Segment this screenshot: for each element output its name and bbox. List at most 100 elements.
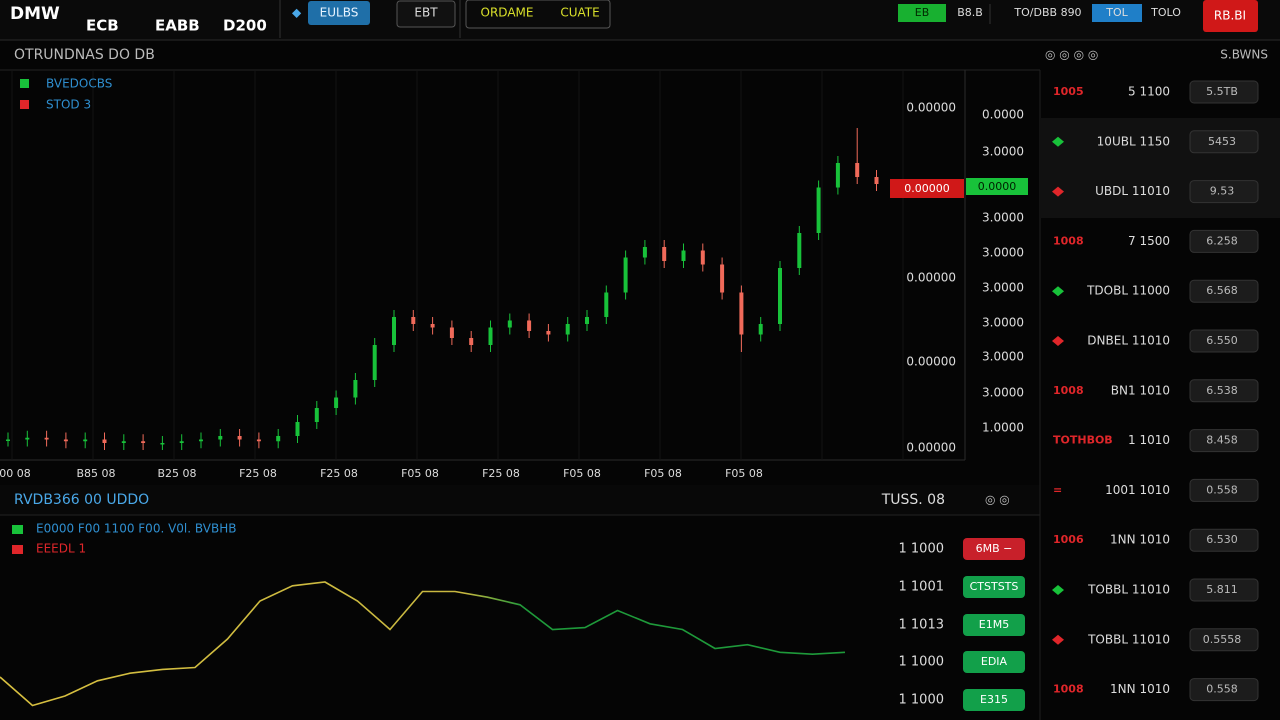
axis-label: 1 1013 xyxy=(899,618,945,633)
button[interactable] xyxy=(308,1,370,25)
candle-body xyxy=(700,250,705,265)
badge xyxy=(963,651,1025,673)
candle-body xyxy=(160,443,165,445)
mode[interactable]: ORDAME xyxy=(481,6,534,20)
candle-body xyxy=(83,439,88,442)
order-text: DNBEL 11010 xyxy=(1087,334,1170,348)
order-tag: 1008 xyxy=(1053,234,1084,247)
axis-label: 0.00000 xyxy=(906,271,956,285)
badge-label: E315 xyxy=(980,693,1008,706)
x-label: F05 08 xyxy=(401,467,439,480)
order-arrow xyxy=(1052,136,1064,147)
order-tag: 1005 xyxy=(1053,85,1084,98)
candle-body xyxy=(6,439,10,441)
button-label[interactable]: EBT xyxy=(414,6,438,20)
order-badge-label: 0.558 xyxy=(1206,483,1238,496)
badge xyxy=(898,4,946,22)
order-badge xyxy=(1189,379,1259,403)
order-tag: = xyxy=(1053,483,1062,496)
candle-body xyxy=(334,397,339,408)
button[interactable] xyxy=(396,0,456,28)
candle-body xyxy=(372,345,377,380)
axis-label: 1 1001 xyxy=(899,580,945,595)
candle-body xyxy=(855,163,860,177)
candle-body xyxy=(63,439,68,442)
candle-body xyxy=(392,317,396,345)
candle-body xyxy=(179,441,184,443)
toolbar: S.BWNS xyxy=(1220,48,1268,62)
x-label: F25 08 xyxy=(239,467,277,480)
axis-label: 1 1000 xyxy=(899,655,945,670)
order-text: TOBBL 11010 xyxy=(1087,632,1170,646)
axis-label: 0.0000 xyxy=(982,108,1024,122)
candle-body xyxy=(218,436,223,440)
candle-body xyxy=(585,317,589,324)
candle-body xyxy=(430,324,435,328)
order-text: 10UBL 1150 xyxy=(1097,134,1170,148)
order-badge-label: 9.53 xyxy=(1210,185,1235,198)
order-text: TOBBL 11010 xyxy=(1087,583,1170,597)
order-badge xyxy=(1189,279,1259,303)
x-label: F25 08 xyxy=(482,467,520,480)
mode-group[interactable] xyxy=(465,0,611,29)
toolbar-icons: ◎ ◎ xyxy=(985,493,1010,507)
x-label: B25 08 xyxy=(157,467,196,480)
order-text: 1 1010 xyxy=(1128,433,1170,447)
order-badge-label: 8.458 xyxy=(1206,434,1238,447)
order-badge xyxy=(1189,678,1259,702)
axis-label: 0.00000 xyxy=(906,355,956,369)
candle-body xyxy=(411,317,416,324)
order-text: 1NN 1010 xyxy=(1110,682,1170,696)
candle-body xyxy=(276,436,281,442)
axis-label: 3.0000 xyxy=(982,281,1024,295)
button-label[interactable]: RB.BI xyxy=(1214,9,1246,23)
candle-body xyxy=(141,441,146,443)
badge xyxy=(963,538,1025,560)
candle-body xyxy=(527,320,532,331)
x-label: B85 08 xyxy=(76,467,115,480)
order-tag: 1008 xyxy=(1053,384,1084,397)
legend-label: EEEDL 1 xyxy=(36,542,86,556)
order-arrow xyxy=(1052,286,1064,297)
axis-label: 3.0000 xyxy=(982,211,1024,225)
axis-label: 1 1000 xyxy=(899,542,945,557)
order-text: 7 1500 xyxy=(1128,234,1170,248)
axis-label: 3.0000 xyxy=(982,316,1024,330)
x-label: F05 08 xyxy=(644,467,682,480)
order-text: TDOBL 11000 xyxy=(1086,284,1170,298)
order-badge-label: 0.5558 xyxy=(1203,633,1242,646)
candle-body xyxy=(295,422,300,436)
order-badge-label: 0.558 xyxy=(1206,683,1238,696)
price-tag-label: 0.0000 xyxy=(978,180,1017,193)
candle-body xyxy=(237,436,242,440)
price-tag xyxy=(966,178,1028,195)
candle-body xyxy=(681,250,686,261)
order-badge-label: 6.568 xyxy=(1206,284,1238,297)
button-label[interactable]: EULBS xyxy=(320,6,359,20)
badge-label: E1M5 xyxy=(979,618,1009,631)
candle-body xyxy=(797,233,802,268)
order-badge xyxy=(1189,329,1259,353)
axis-label: 3.0000 xyxy=(982,246,1024,260)
order-badge xyxy=(1189,229,1259,253)
x-label: F05 08 xyxy=(563,467,601,480)
badge xyxy=(963,576,1025,598)
order-text: BN1 1010 xyxy=(1111,383,1170,397)
order-badge-label: 5453 xyxy=(1208,135,1236,148)
order-arrow xyxy=(1052,634,1064,645)
button[interactable] xyxy=(1203,0,1258,32)
mode[interactable]: CUATE xyxy=(560,6,599,20)
panel-title: OTRUNDNAS DO DB xyxy=(14,47,155,63)
candle-body xyxy=(25,437,30,440)
axis-label: 3.0000 xyxy=(982,145,1024,159)
candle-body xyxy=(546,331,551,335)
order-badge-label: 6.530 xyxy=(1206,533,1238,546)
header-item: TOLO xyxy=(1150,6,1181,19)
axis-label: 1 1000 xyxy=(899,693,945,708)
candle-body xyxy=(449,327,454,338)
line-series xyxy=(0,581,846,707)
header-item: TOL xyxy=(1105,6,1128,19)
header-item: TO/DBB 890 xyxy=(1013,6,1081,19)
legend-swatch xyxy=(20,79,29,88)
